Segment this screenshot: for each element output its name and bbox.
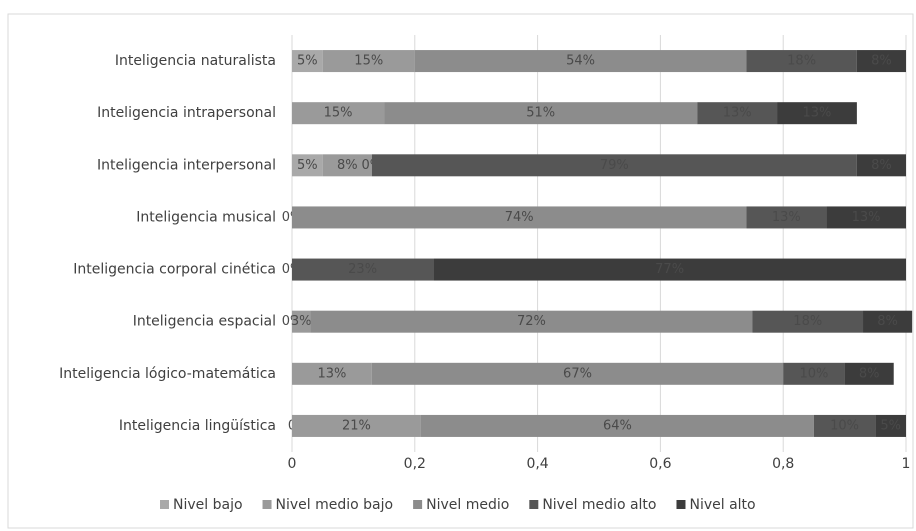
- bar-segment: [844, 362, 894, 385]
- bar-segment: [322, 154, 372, 177]
- legend-swatch: [676, 500, 686, 509]
- bar-segment: [292, 206, 747, 229]
- bar-segment: [310, 310, 753, 333]
- bar-segment: [856, 50, 906, 73]
- bar-segment: [420, 414, 814, 437]
- data-label: 54%: [566, 54, 595, 69]
- data-label: 10%: [799, 366, 828, 381]
- legend-label: Nivel alto: [689, 497, 755, 513]
- bar-segment: [292, 414, 421, 437]
- y-tick-label: Inteligencia interpersonal: [97, 157, 276, 173]
- data-label: 5%: [297, 158, 318, 173]
- bar-segment: [292, 310, 311, 333]
- x-tick-label: 0,4: [526, 456, 548, 472]
- legend-swatch: [529, 500, 539, 509]
- bar-segment: [863, 310, 913, 333]
- x-tick-label: 0,6: [649, 456, 671, 472]
- data-label: 21%: [342, 418, 371, 433]
- data-label: 8%: [337, 158, 358, 173]
- legend-label: Nivel bajo: [173, 497, 243, 513]
- legend-label: Nivel medio bajo: [276, 497, 394, 513]
- bar-segment: [292, 362, 372, 385]
- bar-segment: [746, 50, 857, 73]
- data-label: 15%: [324, 106, 353, 121]
- chart-border: [7, 13, 914, 529]
- bar-segment: [371, 362, 784, 385]
- bar-segment: [752, 310, 864, 333]
- bar-segment: [826, 206, 906, 229]
- data-label: 8%: [871, 158, 892, 173]
- y-tick-label: Inteligencia espacial: [133, 314, 276, 330]
- bar-segment: [292, 50, 323, 73]
- data-label: 23%: [348, 262, 377, 277]
- bar-segment: [292, 258, 434, 281]
- x-tick-label: 0: [288, 456, 297, 472]
- bar-segment: [433, 258, 906, 281]
- y-tick-label: Inteligencia musical: [136, 209, 276, 225]
- data-label: 13%: [803, 106, 832, 121]
- y-tick-label: Inteligencia corporal cinética: [73, 262, 276, 278]
- y-tick-label: Inteligencia intrapersonal: [97, 105, 276, 121]
- data-label: 18%: [787, 54, 816, 69]
- bar-segment: [777, 102, 857, 125]
- data-label: 15%: [354, 54, 383, 69]
- bar-segment: [697, 102, 778, 125]
- data-label: 8%: [859, 366, 880, 381]
- data-label: 3%: [291, 314, 312, 329]
- legend-swatch: [262, 500, 272, 509]
- data-label: 79%: [600, 158, 629, 173]
- data-label: 67%: [563, 366, 592, 381]
- bar-segment: [875, 414, 906, 437]
- data-label: 72%: [517, 314, 546, 329]
- data-label: 18%: [793, 314, 822, 329]
- y-tick-label: Inteligencia lógico-matemática: [59, 366, 276, 382]
- data-label: 51%: [526, 106, 555, 121]
- data-label: 5%: [297, 54, 318, 69]
- data-label: 13%: [317, 366, 346, 381]
- bar-segment: [384, 102, 698, 125]
- data-label: 64%: [603, 418, 632, 433]
- data-label: 74%: [505, 210, 534, 225]
- bar-segment: [322, 50, 415, 73]
- legend-label: Nivel medio: [426, 497, 509, 513]
- data-label: 13%: [772, 210, 801, 225]
- data-label: 13%: [723, 106, 752, 121]
- data-label: 5%: [880, 418, 901, 433]
- legend-swatch: [160, 500, 169, 509]
- bar-segment: [371, 154, 857, 177]
- x-tick-label: 0,2: [404, 456, 426, 472]
- bar-segment: [292, 154, 323, 177]
- bar-segment: [414, 50, 747, 73]
- x-tick-label: 1: [902, 456, 911, 472]
- bar-segment: [292, 102, 385, 125]
- data-label: 8%: [877, 314, 898, 329]
- bar-segment: [783, 362, 845, 385]
- y-tick-label: Inteligencia lingüística: [119, 418, 276, 434]
- data-label: 10%: [830, 418, 859, 433]
- x-tick-label: 0,8: [772, 456, 794, 472]
- legend-label: Nivel medio alto: [542, 497, 656, 513]
- bar-segment: [746, 206, 827, 229]
- bar-segment: [813, 414, 876, 437]
- data-label: 8%: [871, 54, 892, 69]
- data-label: 13%: [852, 210, 881, 225]
- bar-segment: [856, 154, 906, 177]
- legend-swatch: [413, 500, 423, 509]
- y-tick-label: Inteligencia naturalista: [115, 53, 276, 69]
- data-label: 77%: [655, 262, 684, 277]
